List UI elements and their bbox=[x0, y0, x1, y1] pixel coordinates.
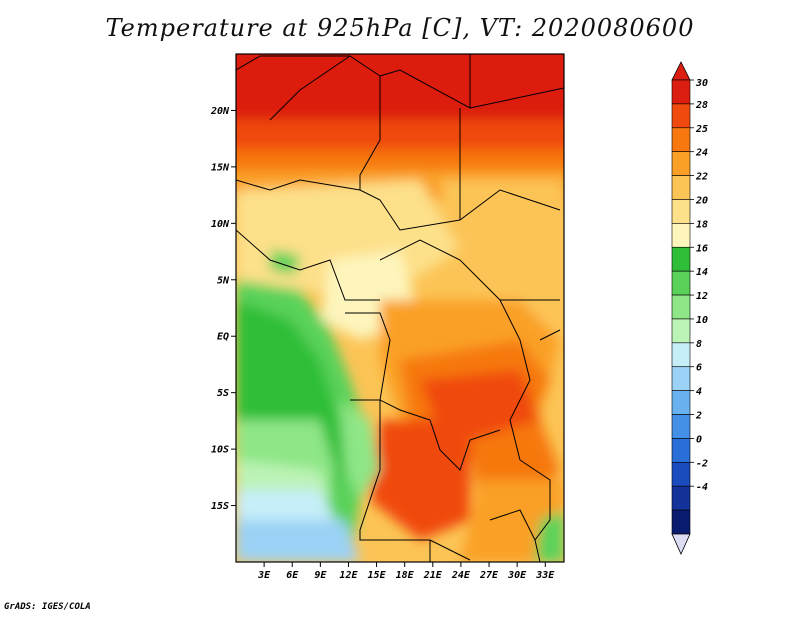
colorbar-segment bbox=[671, 294, 691, 320]
colorbar-label: -4 bbox=[696, 482, 708, 493]
colorbar-segment bbox=[671, 151, 691, 176]
colorbar-label: 12 bbox=[696, 291, 708, 302]
colorbar-label: 25 bbox=[695, 124, 708, 135]
colorbar-label: 30 bbox=[695, 78, 708, 89]
colorbar-label: -2 bbox=[696, 458, 708, 469]
colorbar-segment bbox=[671, 79, 691, 105]
colorbar-segment bbox=[671, 270, 691, 296]
colorbar-segment bbox=[671, 509, 691, 535]
lat-tick-label: EQ bbox=[217, 332, 229, 343]
colorbar-label: 10 bbox=[696, 315, 708, 326]
colorbar-label: 4 bbox=[696, 387, 702, 398]
colorbar-label: 16 bbox=[696, 243, 708, 254]
colorbar-segment bbox=[671, 127, 691, 152]
colorbar-segment bbox=[671, 223, 691, 248]
lon-tick-label: 21E bbox=[423, 570, 443, 581]
colorbar-segment bbox=[671, 246, 691, 272]
colorbar-segment bbox=[671, 366, 691, 391]
colorbar-label: 6 bbox=[696, 363, 702, 374]
colorbar-segment bbox=[671, 103, 691, 129]
lon-tick-label: 30E bbox=[507, 570, 527, 581]
colorbar-segment bbox=[671, 414, 691, 439]
lon-tick-label: 3E bbox=[257, 570, 271, 581]
colorbar-label: 28 bbox=[695, 100, 708, 111]
lat-tick-label: 15S bbox=[211, 501, 229, 512]
lon-tick-label: 9E bbox=[314, 570, 327, 581]
lon-tick-label: 27E bbox=[479, 570, 499, 581]
colorbar-segment bbox=[671, 462, 691, 487]
map-frame bbox=[235, 53, 565, 563]
lat-tick-label: 10S bbox=[211, 445, 229, 456]
temperature-field bbox=[236, 54, 564, 562]
colorbar-label: 22 bbox=[695, 172, 708, 183]
colorbar-segment bbox=[671, 199, 691, 224]
colorbar-segment bbox=[671, 438, 691, 463]
map-title: Temperature at 925hPa [C], VT: 202008060… bbox=[105, 14, 695, 42]
colorbar-segment bbox=[671, 485, 691, 511]
lon-axis: 3E 6E 9E 12E 15E 18E 21E 24E 27E 30E 33E bbox=[257, 562, 555, 581]
colorbar-segment bbox=[671, 390, 691, 415]
colorbar-label: 8 bbox=[696, 339, 702, 350]
colorbar-label: 0 bbox=[696, 434, 702, 445]
lat-tick-label: 10N bbox=[211, 219, 230, 230]
colorbar-segment bbox=[671, 318, 691, 344]
colorbar-label: 20 bbox=[695, 195, 708, 206]
country-borders bbox=[236, 54, 564, 562]
lat-tick-label: 20N bbox=[210, 106, 230, 117]
colorbar-label: 18 bbox=[696, 219, 708, 230]
colorbar-top-arrow bbox=[671, 61, 691, 81]
lat-axis: 20N 15N 10N 5N EQ 5S 10S 15S bbox=[210, 106, 236, 512]
colorbar-segment bbox=[671, 342, 691, 368]
colorbar-bottom-arrow bbox=[671, 533, 691, 555]
lat-tick-label: 15N bbox=[211, 162, 230, 173]
lon-tick-label: 12E bbox=[339, 570, 358, 581]
colorbar-label: 2 bbox=[695, 411, 702, 422]
lon-tick-label: 24E bbox=[451, 570, 471, 581]
colorbar-label: 24 bbox=[695, 148, 708, 159]
lon-tick-label: 15E bbox=[368, 570, 387, 581]
colorbar-label: 14 bbox=[696, 267, 708, 278]
grads-credit: GrADS: IGES/COLA bbox=[4, 602, 91, 612]
lon-tick-label: 6E bbox=[286, 570, 299, 581]
lon-tick-label: 18E bbox=[396, 570, 415, 581]
colorbar-segment bbox=[671, 175, 691, 200]
lat-tick-label: 5S bbox=[217, 388, 229, 399]
lat-tick-label: 5N bbox=[217, 275, 230, 286]
lon-tick-label: 33E bbox=[535, 570, 555, 581]
